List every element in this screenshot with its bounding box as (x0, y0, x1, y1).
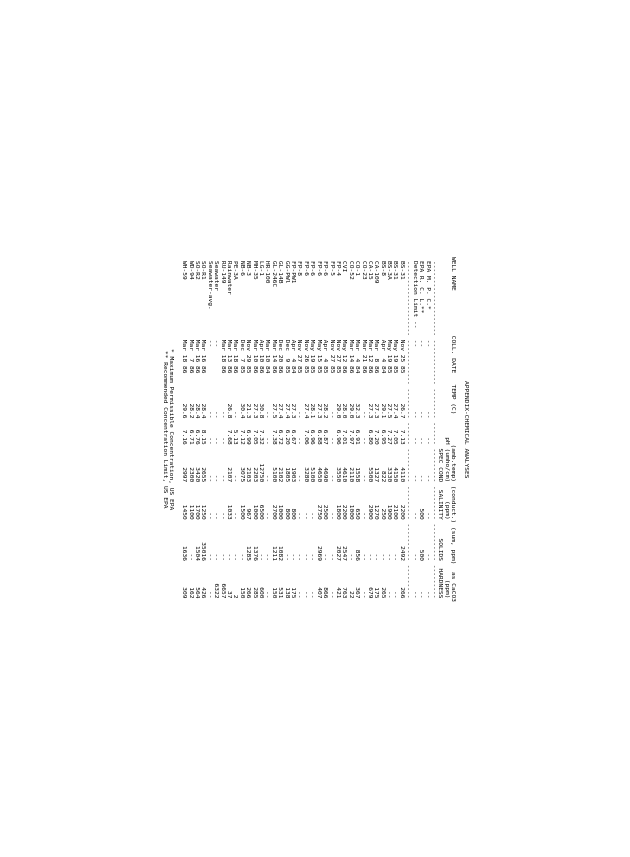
Text: APPENDIX-CHEMICAL ANALYSES

WELL NAME            COLL. DATE   TEMP (C)        (a: APPENDIX-CHEMICAL ANALYSES WELL NAME COL… (162, 256, 468, 601)
